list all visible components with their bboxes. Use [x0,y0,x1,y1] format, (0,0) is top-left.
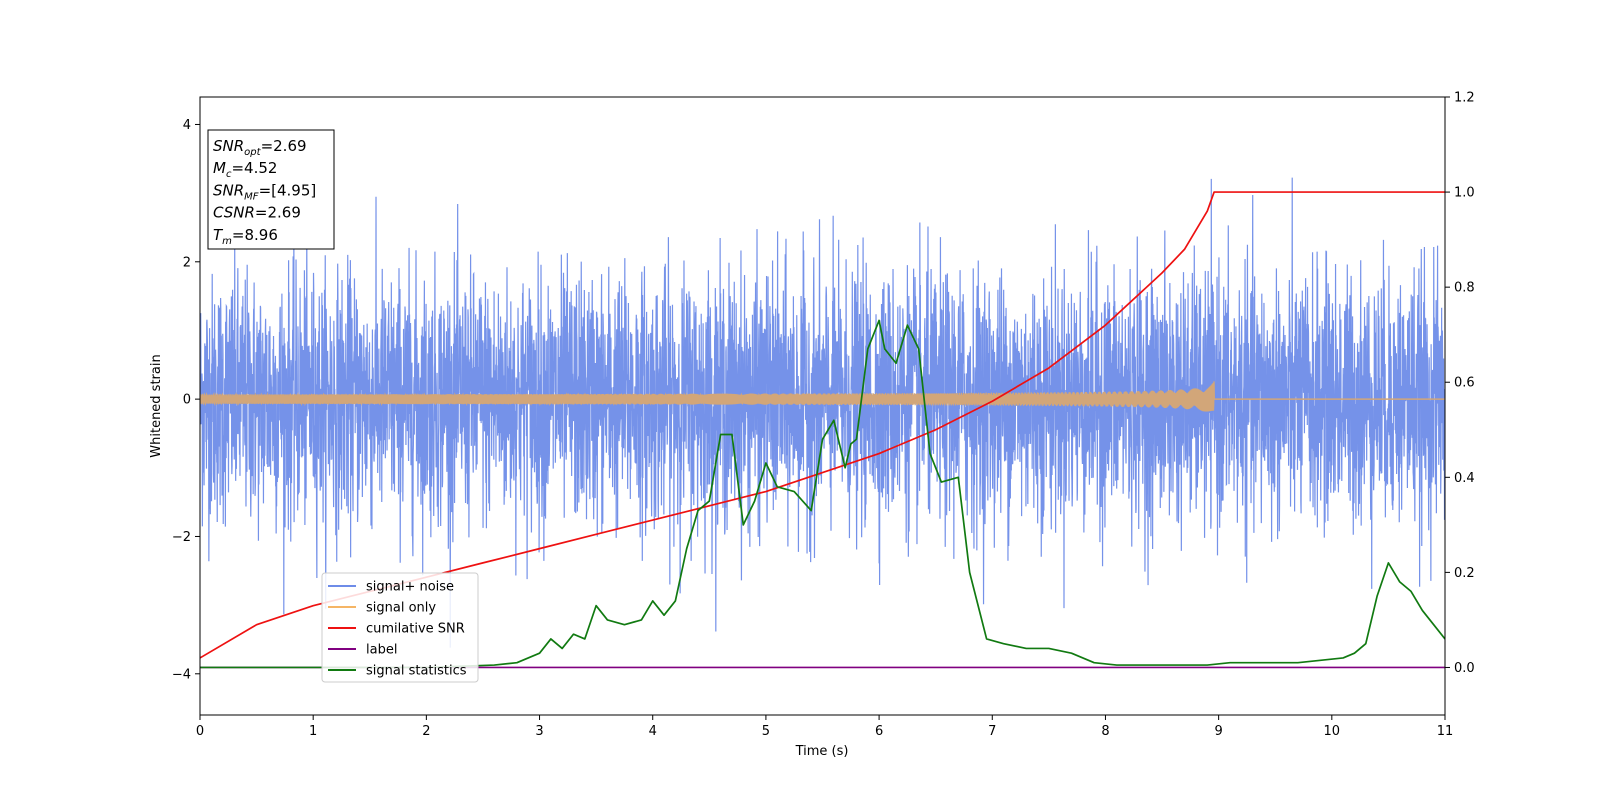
x-tick-label: 0 [196,724,204,739]
legend-label: label [366,643,397,658]
y-axis-label: Whitened strain [149,354,164,457]
y-left-tick-label: 4 [183,118,191,133]
plot-frame [199,96,1446,716]
y-right-tick-label: 1.0 [1454,186,1475,201]
legend-label: signal statistics [366,664,467,679]
annotation-line: SNRopt=2.69 [213,137,307,158]
y-left-tick-label: 2 [183,255,191,270]
y-right-tick-label: 0.0 [1454,661,1475,676]
x-tick-label: 1 [309,724,317,739]
annotation-line: SNRMF=[4.95] [213,181,316,202]
y-left-tick-label: −2 [172,530,191,545]
series-signal-only-line [200,381,1445,412]
x-tick-label: 5 [762,724,770,739]
y-right-tick-label: 0.8 [1454,281,1475,296]
x-tick-label: 10 [1324,724,1341,739]
y-right-tick-label: 0.6 [1454,376,1475,391]
x-tick-label: 4 [649,724,657,739]
y-left-tick-label: 0 [183,393,191,408]
x-tick-label: 8 [1101,724,1109,739]
legend: signal+ noise signal only cumilative SNR la… [321,572,479,683]
x-tick-label: 6 [875,724,883,739]
annotation-line: Tm=8.96 [213,226,278,247]
x-axis: 0 1 2 3 4 5 6 7 8 9 10 11 [196,715,1453,739]
x-tick-label: 7 [988,724,996,739]
y-right-tick-label: 0.4 [1454,471,1475,486]
legend-label: signal+ noise [366,580,454,595]
annotation-line: Mc=4.52 [213,159,277,180]
x-tick-label: 2 [422,724,430,739]
x-tick-label: 11 [1437,724,1454,739]
series-signal-noise-line [200,177,1445,648]
x-tick-label: 9 [1214,724,1222,739]
y-axis-right: 0.0 0.2 0.4 0.6 0.8 1.0 1.2 [1445,91,1475,676]
y-left-tick-label: −4 [172,667,191,682]
y-right-tick-label: 1.2 [1454,91,1475,106]
x-axis-label: Time (s) [795,744,849,759]
x-tick-label: 3 [535,724,543,739]
y-right-tick-label: 0.2 [1454,566,1475,581]
series-signal-statistics-line [200,319,1445,669]
y-axis-left: −4 −2 0 2 4 [172,118,200,682]
annotation-line: CSNR=2.69 [213,204,301,222]
legend-label: signal only [366,601,436,616]
legend-label: cumilative SNR [366,622,465,637]
